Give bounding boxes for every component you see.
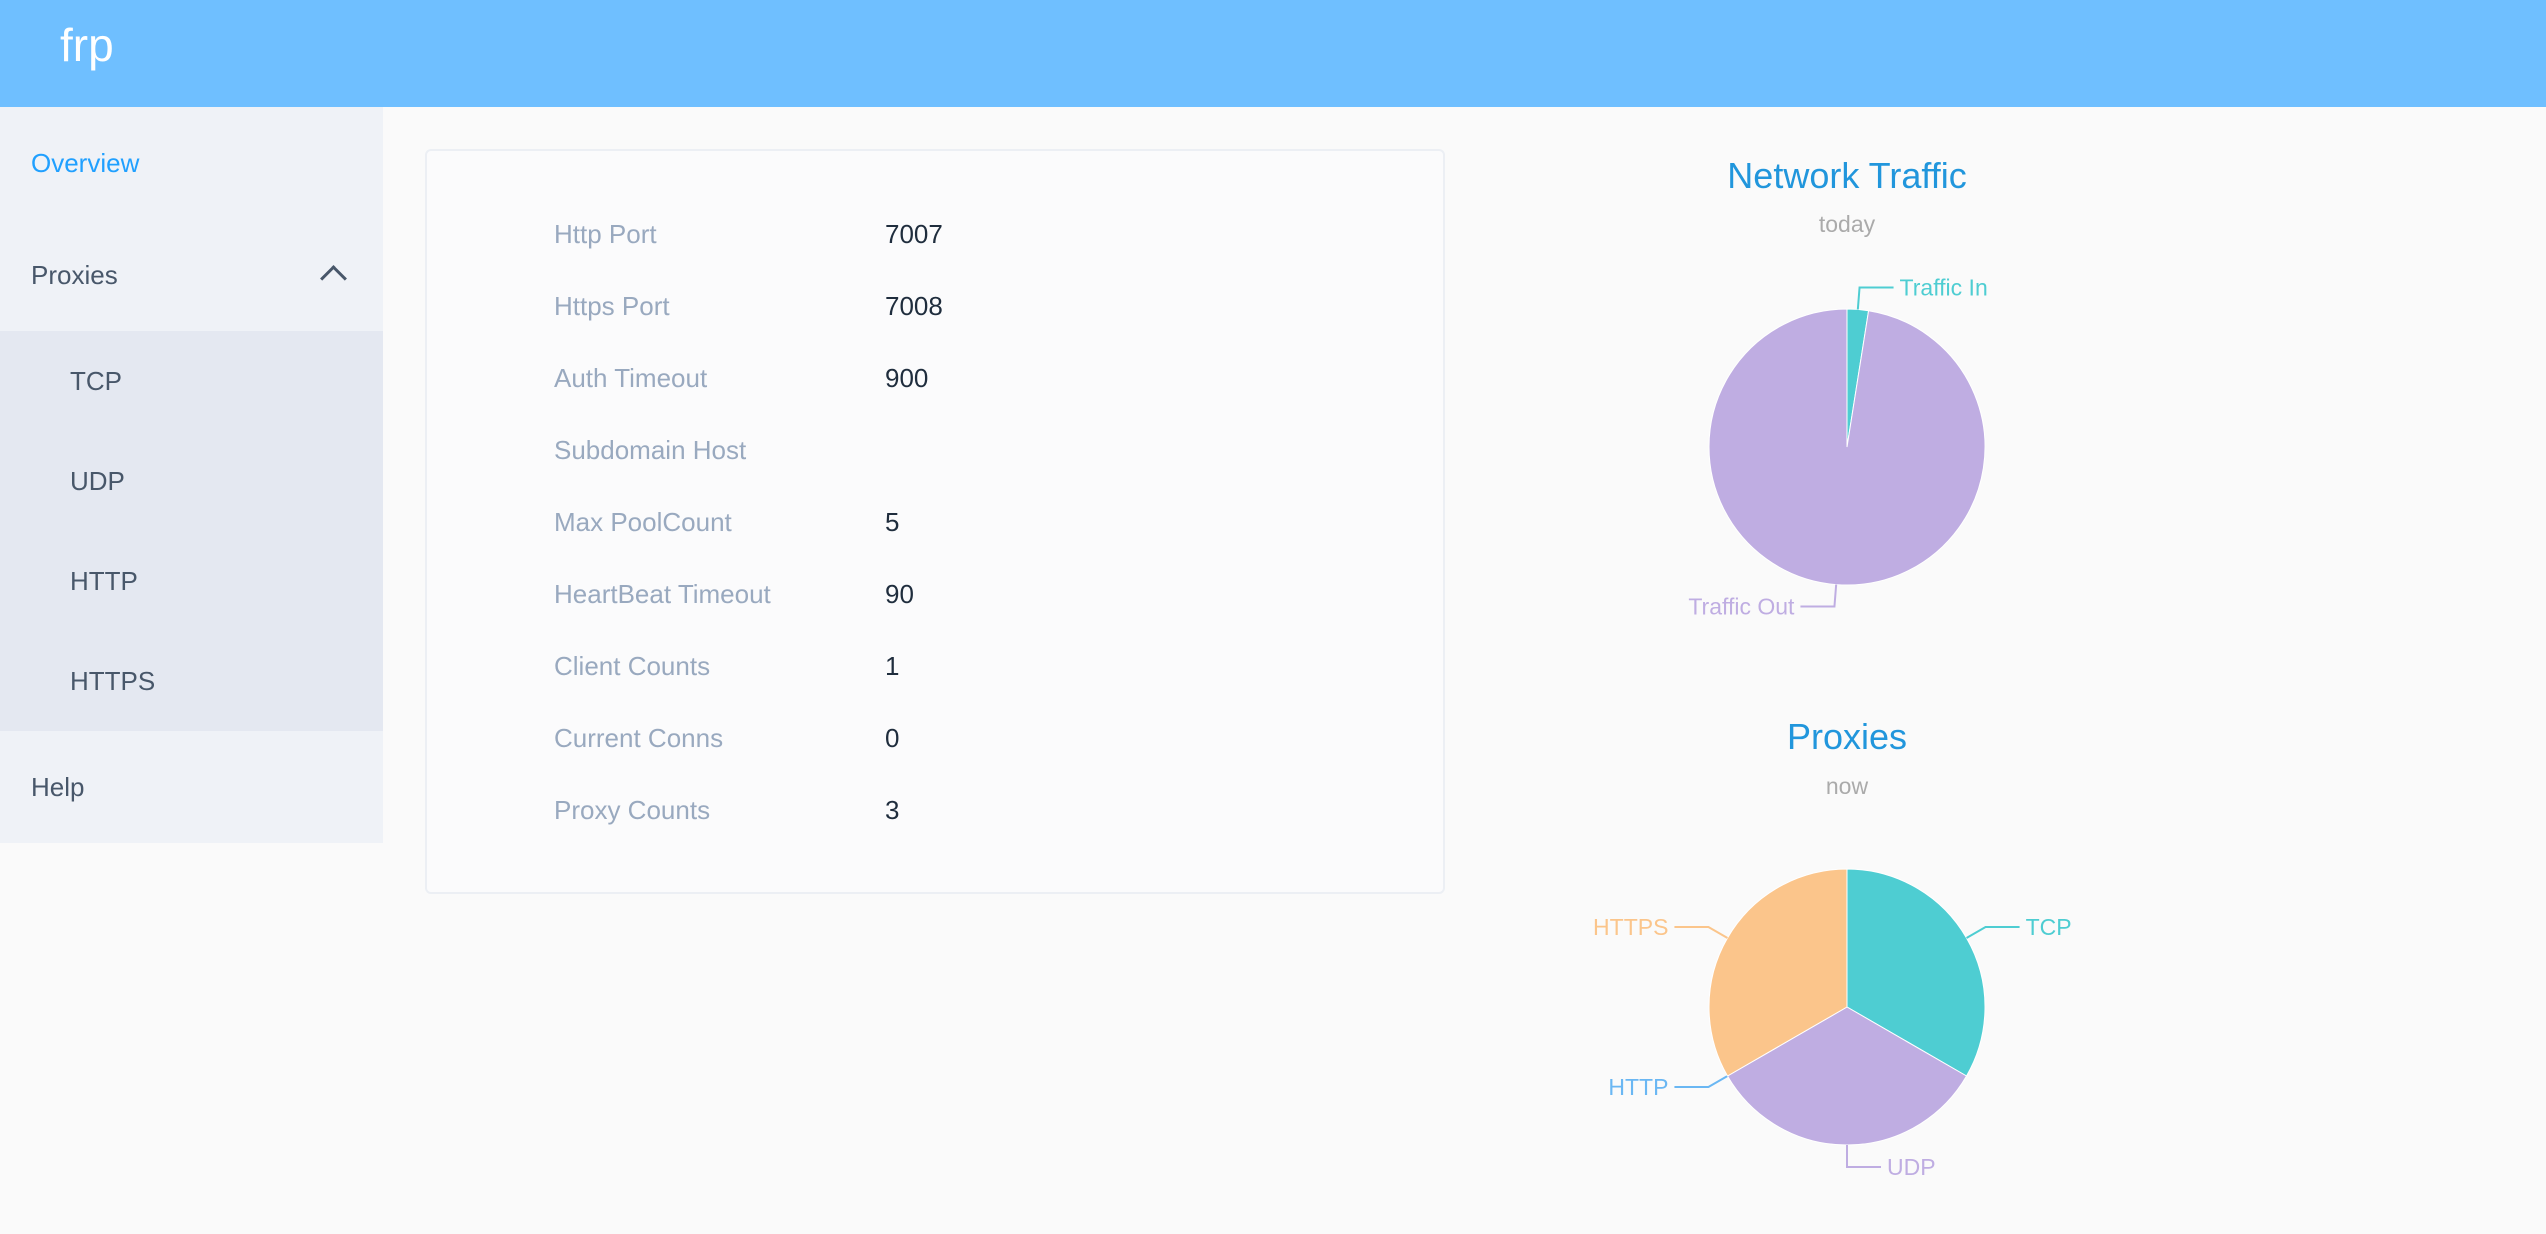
info-label: Current Conns [554,722,724,753]
info-value: 3 [885,794,900,825]
pie-slice-tcp[interactable] [1846,868,1986,1077]
pie-slice-https[interactable] [1708,868,1848,1077]
info-row: Http Port 7007 [554,214,943,254]
pie-label-tcp: TCP [2026,914,2072,940]
info-row: Proxy Counts 3 [554,790,899,830]
info-row: Max PoolCount 5 [554,502,899,542]
sidebar-item-tcp[interactable]: TCP [70,365,122,396]
info-value: 7007 [885,218,943,249]
proxies-pie: TCP UDP HTTP HTTPS [1593,868,2072,1180]
proxies-submenu: TCP UDP HTTP HTTPS [0,331,383,731]
traffic-chart-subtitle: today [1819,211,1876,237]
sidebar-item-https[interactable]: HTTPS [70,665,156,696]
label-line-https [1674,926,1728,939]
info-value: 5 [885,506,900,537]
proxies-chart-subtitle: now [1826,773,1869,799]
info-row: Client Counts 1 [554,646,899,686]
proxies-chart-title: Proxies [1787,716,1907,757]
sidebar-item-label: Proxies [31,259,118,290]
info-label: Https Port [554,290,670,321]
label-line-tcp [1966,926,2020,939]
server-info-card: Http Port 7007 Https Port 7008 Auth Timeou… [425,149,1445,894]
traffic-chart-title: Network Traffic [1727,155,1966,196]
top-header: frp [0,0,2546,107]
sidebar-item-help[interactable]: Help [0,731,383,843]
info-value: 0 [885,722,900,753]
sidebar-item-udp[interactable]: UDP [70,465,125,496]
info-value: 900 [885,362,929,393]
info-row: Subdomain Host [554,430,885,470]
info-label: Client Counts [554,650,711,681]
pie-slice-udp[interactable] [1726,1006,1968,1146]
info-value: 7008 [885,290,943,321]
pie-label-traffic-out: Traffic Out [1688,594,1795,620]
info-row: Current Conns 0 [554,718,899,758]
traffic-pie: Traffic In Traffic Out [1688,274,1987,619]
info-value: 90 [885,578,914,609]
sidebar-item-overview[interactable]: Overview [0,107,383,219]
pie-label-http: HTTP [1608,1074,1668,1100]
info-label: Proxy Counts [554,794,711,825]
info-row: Https Port 7008 [554,286,943,326]
sidebar-item-http[interactable]: HTTP [70,565,138,596]
label-line-udp [1846,1145,1881,1168]
info-label: HeartBeat Timeout [554,578,771,609]
label-line-traffic-out [1800,584,1838,608]
sidebar: Overview Proxies TCP UDP HTTP HTTPS Help [0,107,383,843]
pie-slice-traffic-out[interactable] [1708,308,1986,586]
logo[interactable]: frp [60,19,114,71]
info-value: 1 [885,650,900,681]
info-label: Http Port [554,218,657,249]
pie-label-traffic-in: Traffic In [1900,274,1988,300]
info-row: HeartBeat Timeout 90 [554,574,914,614]
info-label: Subdomain Host [554,434,747,465]
info-label: Auth Timeout [554,362,708,393]
label-line-traffic-in [1856,286,1894,310]
pie-label-https: HTTPS [1593,914,1668,940]
info-row: Auth Timeout 900 [554,358,928,398]
label-line-http [1674,1075,1728,1088]
sidebar-item-proxies[interactable]: Proxies [0,219,383,331]
pie-label-udp: UDP [1887,1154,1936,1180]
info-label: Max PoolCount [554,506,732,537]
